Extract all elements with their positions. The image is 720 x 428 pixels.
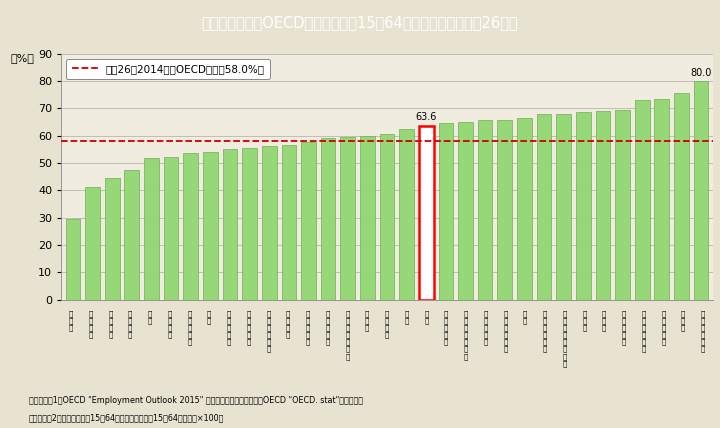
Bar	[125, 170, 139, 300]
Text: 日
本: 日 本	[424, 310, 428, 324]
Bar	[341, 137, 355, 300]
Text: ド
イ
ツ: ド イ ツ	[602, 310, 606, 331]
Text: ル
ク
セ
ン
ブ
ル
ク: ル ク セ ン ブ ル ク	[346, 310, 350, 360]
Text: 63.6: 63.6	[415, 113, 437, 122]
Text: エ
ス
ト
ニ
ア: エ ス ト ニ ア	[484, 310, 488, 345]
Text: 80.0: 80.0	[690, 68, 711, 77]
Bar	[379, 134, 395, 300]
Bar	[360, 136, 374, 300]
Bar	[458, 122, 473, 300]
Bar	[517, 118, 532, 300]
Text: デ
ン
マ
ー
ク: デ ン マ ー ク	[622, 310, 626, 345]
Text: ベ
ル
ギ
ー: ベ ル ギ ー	[286, 310, 290, 338]
Bar	[557, 114, 571, 300]
Bar	[282, 145, 296, 300]
Bar	[400, 129, 414, 300]
Text: ス
イ
ス: ス イ ス	[681, 310, 685, 331]
Bar	[693, 81, 708, 300]
Text: カ
ナ
ダ: カ ナ ダ	[582, 310, 587, 331]
Text: （%）: （%）	[11, 54, 35, 63]
Bar	[222, 149, 238, 300]
Bar	[615, 110, 630, 300]
Text: ハ
ン
ガ
リ
ー: ハ ン ガ リ ー	[246, 310, 251, 345]
Text: ギ
リ
シ
ャ: ギ リ シ ャ	[89, 310, 93, 338]
Text: チ
ェ
コ: チ ェ コ	[365, 310, 369, 331]
Bar	[85, 187, 100, 300]
Legend: 平成26（2014）年OECD平均（58.0%）: 平成26（2014）年OECD平均（58.0%）	[66, 59, 270, 79]
Text: ス
ペ
イ
ン: ス ペ イ ン	[168, 310, 172, 338]
Text: イ
ス
ラ
エ
ル: イ ス ラ エ ル	[444, 310, 449, 345]
Bar	[674, 93, 689, 300]
Bar	[321, 138, 336, 300]
Bar	[242, 148, 257, 300]
Bar	[144, 158, 159, 300]
Text: Ｉ－２－２図　OECD諸国の女性（15～64歳）の就業率（平成26年）: Ｉ－２－２図 OECD諸国の女性（15～64歳）の就業率（平成26年）	[202, 15, 518, 30]
Bar	[262, 146, 276, 300]
Text: ス
ロ
ベ
ニ
ア: ス ロ ベ ニ ア	[325, 310, 330, 345]
Text: ア
イ
ス
ラ
ン
ド: ア イ ス ラ ン ド	[701, 310, 705, 352]
Bar	[203, 152, 217, 300]
Bar	[576, 112, 590, 300]
Text: チ
リ: チ リ	[148, 310, 152, 324]
Text: ノ
ル
ウ
ェ
ー: ノ ル ウ ェ ー	[661, 310, 665, 345]
Bar	[419, 126, 433, 300]
Text: フ
ラ
ン
ス: フ ラ ン ス	[384, 310, 390, 338]
Text: ス
ウ
ェ
ー
デ
ン: ス ウ ェ ー デ ン	[642, 310, 646, 352]
Text: 米
国: 米 国	[405, 310, 409, 324]
Text: ト
ル
コ: ト ル コ	[69, 310, 73, 331]
Text: オ
ー
ス
ト
ラ
リ
ア: オ ー ス ト ラ リ ア	[464, 310, 468, 360]
Bar	[184, 153, 198, 300]
Bar	[301, 143, 316, 300]
Bar	[478, 121, 492, 300]
Text: 英
国: 英 国	[523, 310, 528, 324]
Bar	[163, 158, 179, 300]
Text: オ
ー
ス
ト
リ
ア: オ ー ス ト リ ア	[503, 310, 508, 352]
Bar	[498, 120, 512, 300]
Text: 2．就業率は，「15～64歳就業者数」／「15～64歳人口」×100。: 2．就業率は，「15～64歳就業者数」／「15～64歳人口」×100。	[29, 413, 224, 422]
Bar	[66, 219, 81, 300]
Text: ニ
ュ
ー
ジ
ー
ラ
ン
ド: ニ ュ ー ジ ー ラ ン ド	[562, 310, 567, 367]
Bar	[536, 114, 552, 300]
Text: 韓
国: 韓 国	[207, 310, 212, 324]
Text: （備考）　1．OECD "Employment Outlook 2015" より作成。ただし，チリはOECD "OECD. stat"より作成。: （備考） 1．OECD "Employment Outlook 2015" より…	[29, 396, 363, 405]
Bar	[105, 178, 120, 300]
Bar	[595, 111, 611, 300]
Text: ポ
ー
ラ
ン
ド: ポ ー ラ ン ド	[227, 310, 231, 345]
Text: ア
イ
ル
ラ
ン
ド: ア イ ル ラ ン ド	[266, 310, 271, 352]
Text: メ
キ
シ
コ: メ キ シ コ	[109, 310, 113, 338]
Text: ポ
ル
ト
ガ
ル: ポ ル ト ガ ル	[306, 310, 310, 345]
Bar	[438, 123, 453, 300]
Bar	[654, 98, 669, 300]
Bar	[635, 100, 649, 300]
Text: フ
ィ
ン
ラ
ン
ド: フ ィ ン ラ ン ド	[543, 310, 547, 352]
Text: イ
タ
リ
ア: イ タ リ ア	[128, 310, 132, 338]
Text: ス
ロ
バ
キ
ア: ス ロ バ キ ア	[187, 310, 192, 345]
